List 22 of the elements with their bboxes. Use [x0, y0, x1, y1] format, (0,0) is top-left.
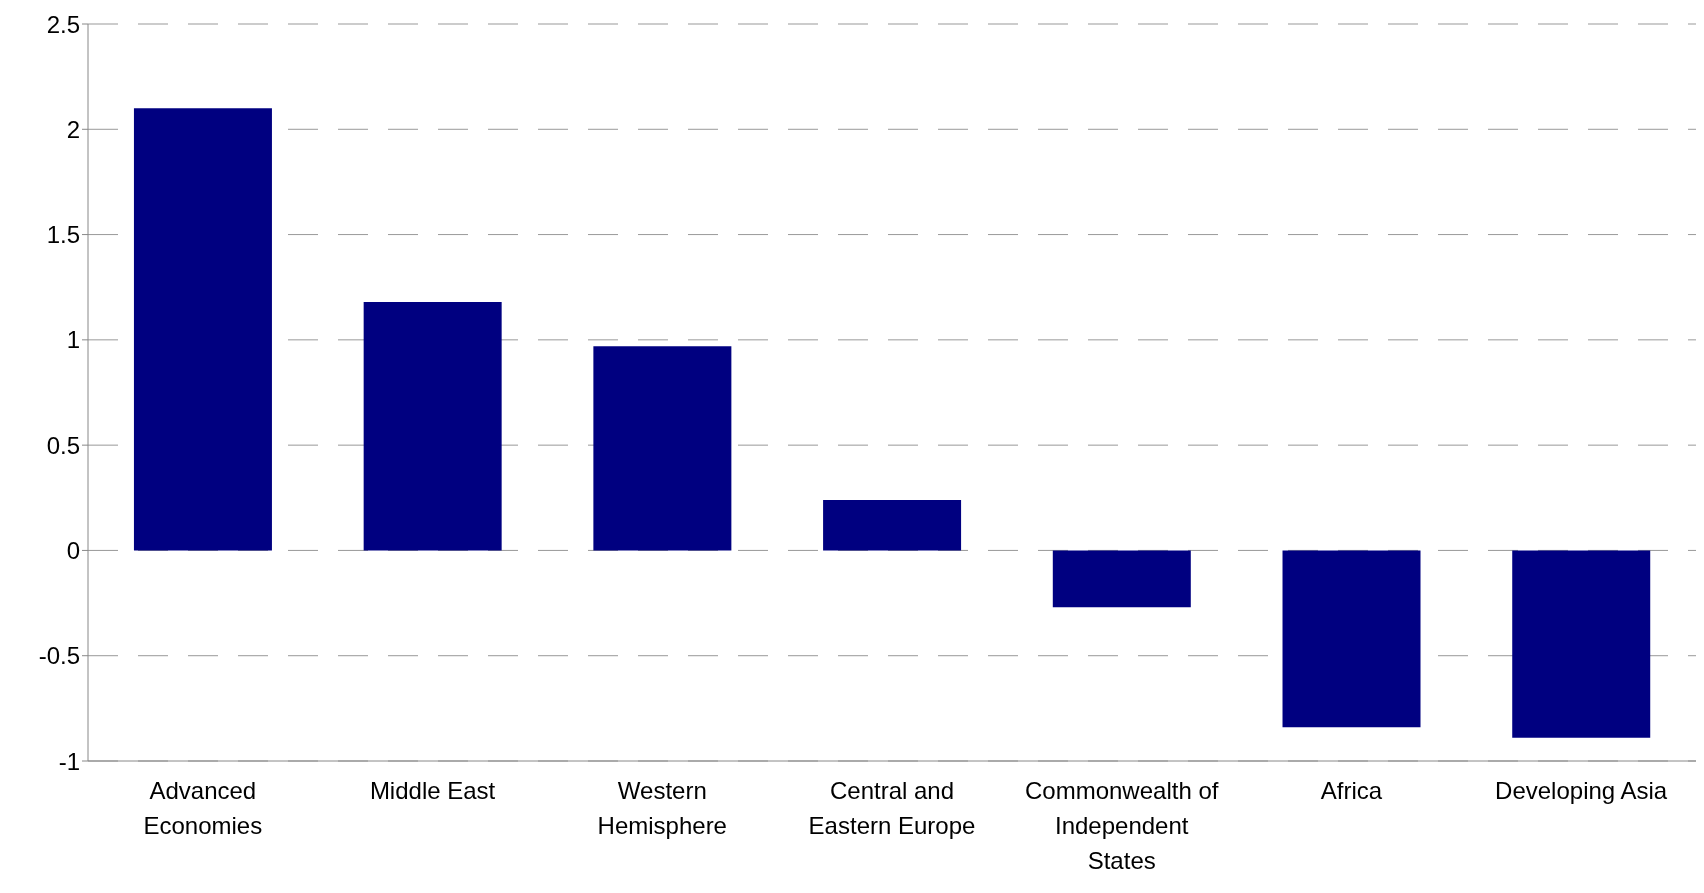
x-tick-label: Central and Eastern Europe	[808, 777, 976, 839]
x-tick-label: Middle East	[369, 777, 496, 804]
y-tick-label: 0	[66, 536, 80, 564]
y-tick-label: -0.5	[38, 642, 80, 670]
bar	[1512, 550, 1651, 738]
bar	[363, 301, 502, 551]
bar	[133, 108, 272, 551]
x-tick-label: Advanced Economies	[143, 777, 263, 839]
x-tick-label: Africa	[1320, 777, 1383, 804]
x-tick-label: Developing Asia	[1495, 777, 1668, 804]
x-tick-label: Commonwealth of Independent States	[1025, 777, 1219, 874]
x-tick-label: Western Hemisphere	[597, 777, 727, 839]
y-tick-label: 1	[66, 326, 80, 354]
y-tick-label: 2.5	[46, 10, 80, 38]
y-tick-label: 2	[66, 115, 80, 143]
y-tick-label: 0.5	[46, 431, 80, 459]
y-tick-label: 1.5	[46, 221, 80, 249]
y-tick-label: -1	[58, 747, 80, 775]
bar	[593, 346, 732, 551]
bar	[1052, 550, 1191, 608]
bar	[823, 499, 962, 551]
bar	[1282, 550, 1421, 728]
